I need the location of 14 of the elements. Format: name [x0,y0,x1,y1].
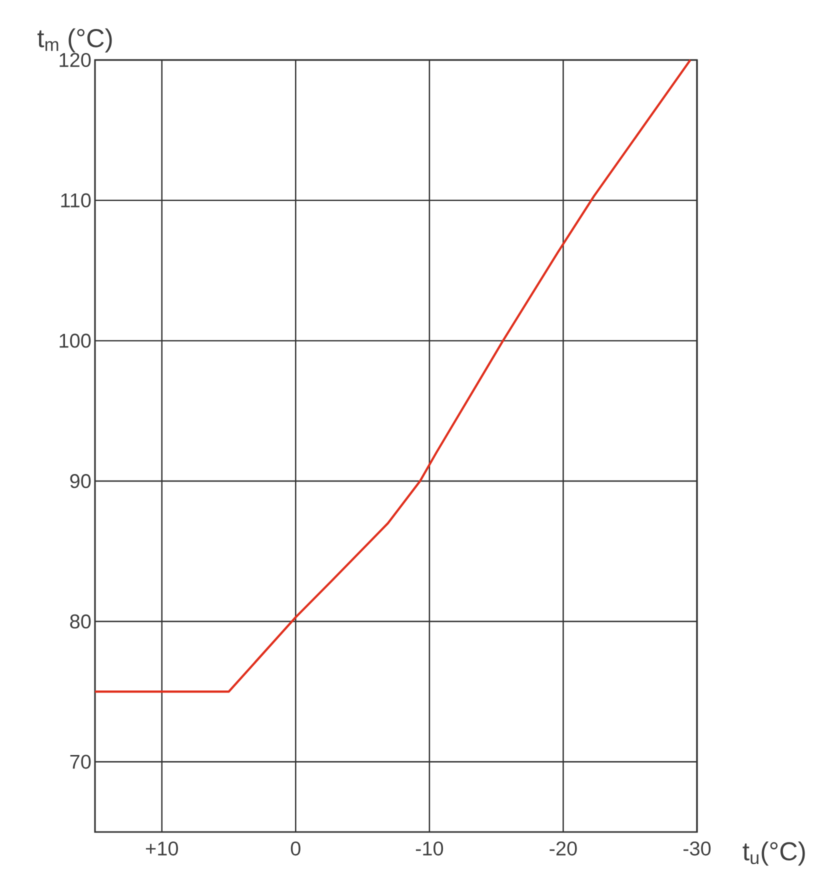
y-tick-label: 120 [60,52,91,68]
y-tick-label: 100 [60,334,91,348]
x-tick-label: -30 [683,841,711,856]
y-tick-label: 110 [61,193,91,208]
y-tick-label: 90 [70,474,91,488]
x-tick-label: +10 [146,841,178,856]
x-tick-label: -20 [550,841,577,856]
x-tick-label: -10 [416,841,444,856]
y-axis-title: t$_{m}$ (°C) [37,28,112,52]
y-tick-label: 70 [70,754,91,769]
x-tick-label: 0 [290,841,300,856]
y-tick-label: 80 [70,614,91,628]
x-axis-title: t$_{u}$(°C) [742,841,805,866]
line-series [94,58,692,693]
